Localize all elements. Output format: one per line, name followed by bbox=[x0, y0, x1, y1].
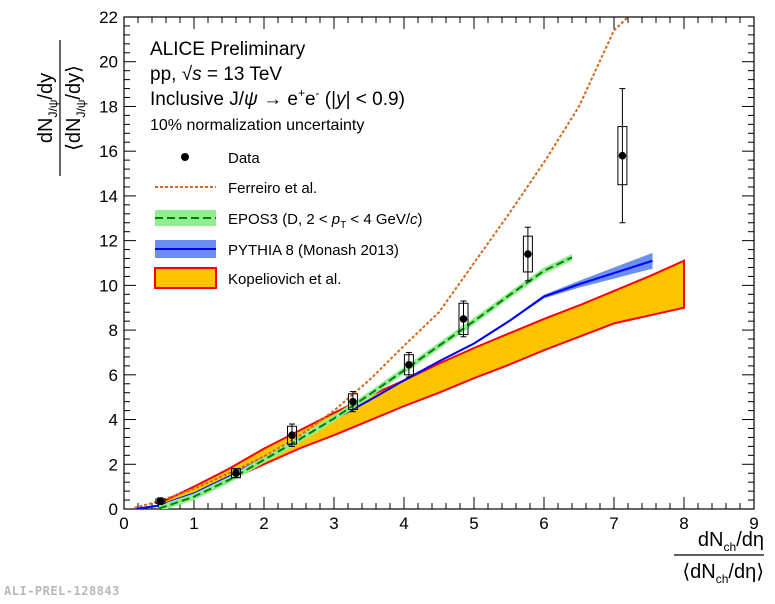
data-point bbox=[522, 226, 533, 282]
svg-text:dNJ/ψ/dy: dNJ/ψ/dy bbox=[35, 73, 60, 143]
preliminary-tag: ALI-PREL-128843 bbox=[4, 584, 120, 598]
data-marker bbox=[232, 469, 240, 478]
y-tick-label: 22 bbox=[99, 8, 118, 27]
data-point bbox=[231, 468, 241, 479]
data-syst-box bbox=[458, 302, 469, 336]
data-syst-box bbox=[231, 468, 241, 479]
x-axis-title-bottom-sub: ch bbox=[716, 572, 729, 586]
x-axis-title-top-tail: /dη bbox=[736, 529, 764, 551]
data-syst-box bbox=[287, 425, 297, 445]
y-tick-label: 0 bbox=[109, 500, 118, 519]
data-points bbox=[155, 88, 628, 506]
data-marker bbox=[618, 151, 627, 160]
data-marker bbox=[156, 497, 165, 505]
x-tick-label: 0 bbox=[119, 514, 128, 533]
data-syst-box bbox=[522, 235, 533, 273]
collision-label: pp, √s = 13 TeV bbox=[150, 64, 282, 85]
epos-line bbox=[158, 256, 573, 509]
legend-item-epos: EPOS3 (D, 2 < pT < 4 GeV/c) bbox=[155, 210, 423, 231]
legend-label-ferreiro: Ferreiro et al. bbox=[228, 180, 317, 197]
legend-item-ferreiro: Ferreiro et al. bbox=[155, 180, 317, 197]
series-layer bbox=[134, 17, 685, 509]
ferreiro-line bbox=[134, 17, 629, 509]
y-axis-title: dNJ/ψ/dy ⟨dNJ/ψ/dy⟩ bbox=[35, 40, 88, 176]
y-tick-label: 4 bbox=[109, 411, 118, 430]
data-point bbox=[347, 391, 358, 413]
legend-item-kopeliovich: Kopeliovich et al. bbox=[154, 267, 341, 289]
y-tick-label: 10 bbox=[99, 276, 118, 295]
legend-item-pythia: PYTHIA 8 (Monash 2013) bbox=[155, 240, 399, 259]
data-point bbox=[458, 300, 469, 338]
data-point bbox=[287, 423, 297, 447]
data-marker bbox=[349, 397, 357, 406]
y-tick-label: 6 bbox=[109, 366, 118, 385]
x-tick-label: 2 bbox=[259, 514, 268, 533]
svg-text:⟨dNJ/ψ/dy⟩: ⟨dNJ/ψ/dy⟩ bbox=[63, 65, 88, 151]
legend-label-data: Data bbox=[228, 150, 260, 167]
data-syst-box bbox=[347, 393, 358, 410]
y-axis-title-bottom: ⟨dN bbox=[63, 118, 85, 151]
y-axis-title-bottom-sub: J/ψ bbox=[74, 100, 88, 118]
x-tick-label: 5 bbox=[469, 514, 478, 533]
data-point bbox=[617, 88, 628, 224]
svg-text:⟨dNch/dη⟩: ⟨dNch/dη⟩ bbox=[682, 561, 764, 586]
y-tick-label: 8 bbox=[109, 321, 118, 340]
y-axis-title-top: dN bbox=[35, 118, 57, 144]
data-point bbox=[403, 351, 414, 378]
x-tick-label: 1 bbox=[189, 514, 198, 533]
x-tick-label: 4 bbox=[399, 514, 408, 533]
y-axis-title-top-sub: J/ψ bbox=[46, 100, 60, 118]
channel-label: Inclusive J/ψ → e+e- (|y| < 0.9) bbox=[150, 86, 405, 110]
x-tick-label: 6 bbox=[539, 514, 548, 533]
data-point bbox=[155, 497, 166, 506]
normalization-note: 10% normalization uncertainty bbox=[150, 117, 364, 134]
y-axis-title-top-tail: /dy bbox=[35, 73, 57, 100]
x-axis-title-bottom: ⟨dN bbox=[682, 561, 715, 583]
y-tick-label: 2 bbox=[109, 455, 118, 474]
x-axis-title-top: dN bbox=[698, 529, 724, 551]
y-tick-label: 12 bbox=[99, 232, 118, 251]
legend-label-epos: EPOS3 (D, 2 < pT < 4 GeV/c) bbox=[228, 211, 423, 231]
data-marker bbox=[405, 360, 413, 369]
legend-band-kopeliovich bbox=[154, 267, 217, 289]
legend-label-pythia: PYTHIA 8 (Monash 2013) bbox=[228, 242, 399, 259]
experiment-label: ALICE Preliminary bbox=[150, 39, 306, 60]
plot-frame bbox=[123, 16, 755, 510]
x-tick-label: 3 bbox=[329, 514, 338, 533]
legend-label-kopeliovich: Kopeliovich et al. bbox=[228, 271, 341, 288]
data-syst-box bbox=[617, 126, 628, 186]
x-axis-title-bottom-tail: /dη⟩ bbox=[728, 561, 764, 583]
svg-text:dNch/dη: dNch/dη bbox=[698, 529, 764, 554]
legend: Data Ferreiro et al. EPOS3 (D, 2 < pT < … bbox=[154, 150, 423, 289]
y-tick-label: 18 bbox=[99, 97, 118, 116]
y-tick-label: 20 bbox=[99, 53, 118, 72]
x-tick-label: 7 bbox=[609, 514, 618, 533]
y-tick-label: 16 bbox=[99, 142, 118, 161]
x-tick-label: 8 bbox=[679, 514, 688, 533]
x-tick-label: 9 bbox=[749, 514, 758, 533]
legend-marker-data bbox=[181, 153, 189, 161]
data-marker bbox=[288, 431, 296, 440]
x-axis-title-top-sub: ch bbox=[724, 540, 737, 554]
data-marker bbox=[524, 250, 532, 258]
y-axis-title-bottom-tail: /dy⟩ bbox=[63, 65, 85, 99]
data-marker bbox=[459, 315, 468, 323]
y-tick-label: 14 bbox=[99, 187, 118, 206]
legend-item-data: Data bbox=[181, 150, 260, 167]
pythia-band bbox=[134, 252, 653, 509]
x-axis-title: dNch/dη ⟨dNch/dη⟩ bbox=[674, 529, 764, 586]
data-syst-box bbox=[403, 354, 414, 376]
annotations: ALICE Preliminary pp, √s = 13 TeV Inclus… bbox=[150, 39, 405, 134]
